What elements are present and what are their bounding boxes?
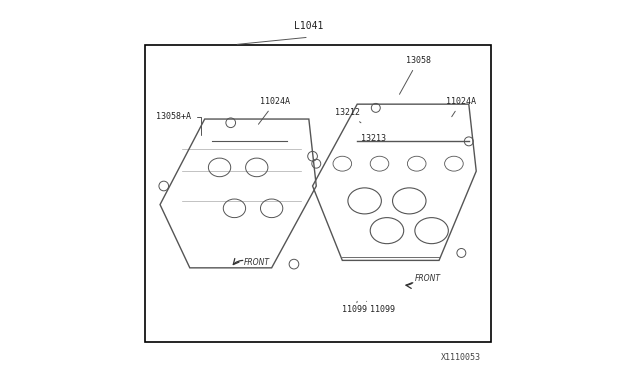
Text: 11099: 11099 [367,301,396,314]
Text: 13213: 13213 [361,134,386,143]
Text: FRONT: FRONT [415,274,441,283]
Text: L1041: L1041 [294,21,324,31]
Text: 13212: 13212 [335,108,361,123]
Text: 11099: 11099 [342,301,367,314]
Text: X1110053: X1110053 [442,353,481,362]
Text: FRONT: FRONT [244,258,269,267]
Text: 11024A: 11024A [447,97,476,117]
Text: 13058+A: 13058+A [156,112,201,135]
Bar [145,45,491,342]
Text: 13058: 13058 [399,56,431,94]
Text: 11024A: 11024A [259,97,291,124]
